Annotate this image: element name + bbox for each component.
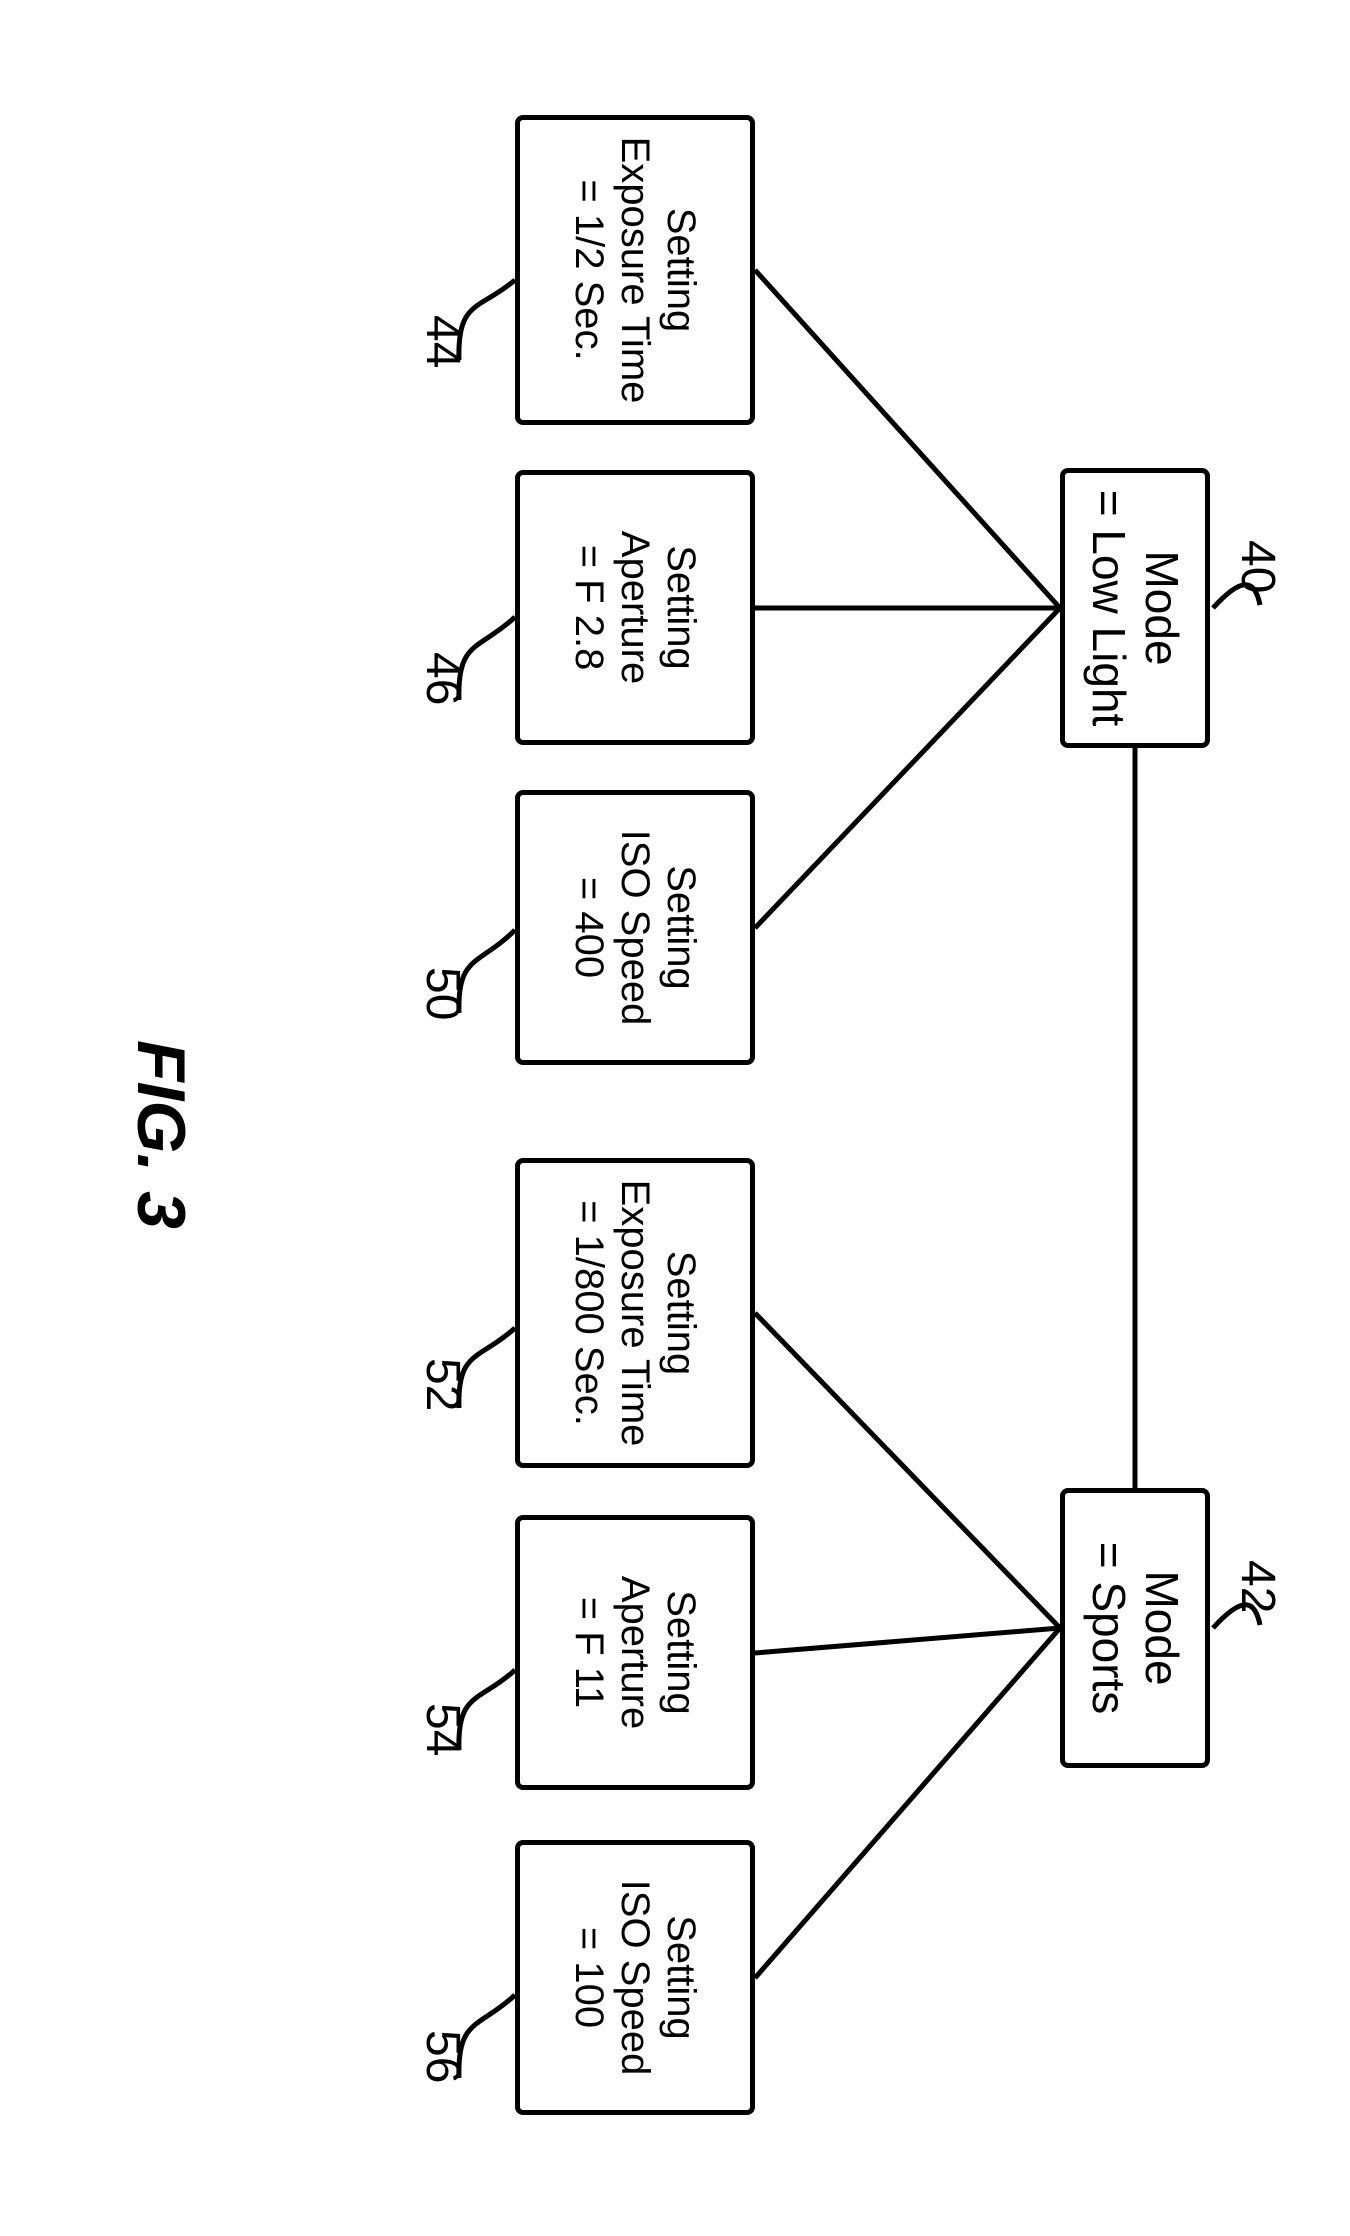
ref-number: 40 bbox=[1230, 540, 1285, 593]
setting-label-line3: = 400 bbox=[566, 877, 612, 978]
figure-label: FIG. 3 bbox=[122, 1040, 200, 1229]
edge-line bbox=[755, 1628, 1060, 1978]
ref-number: 44 bbox=[415, 315, 470, 368]
setting-label-line3: = 1/2 Sec. bbox=[566, 179, 612, 360]
ref-number: 52 bbox=[415, 1358, 470, 1411]
ref-number: 42 bbox=[1230, 1560, 1285, 1613]
setting-label-line2: ISO Speed bbox=[612, 830, 658, 1026]
mode-sports: Mode= Sports bbox=[1060, 1488, 1210, 1768]
setting-label-line1: Setting bbox=[658, 1590, 704, 1715]
ref-number: 56 bbox=[415, 2030, 470, 2083]
edge-line bbox=[755, 270, 1060, 608]
setting-label-line3: = F 11 bbox=[566, 1597, 612, 1709]
setting-node-54: SettingAperture= F 11 bbox=[515, 1515, 755, 1790]
mode-label-line2: = Sports bbox=[1082, 1542, 1135, 1715]
ref-number: 50 bbox=[415, 967, 470, 1020]
setting-label-line2: Aperture bbox=[612, 1576, 658, 1729]
edge-line bbox=[755, 608, 1060, 928]
setting-node-50: SettingISO Speed= 400 bbox=[515, 790, 755, 1065]
setting-node-46: SettingAperture= F 2.8 bbox=[515, 470, 755, 745]
setting-node-56: SettingISO Speed= 100 bbox=[515, 1840, 755, 2115]
setting-label-line2: Exposure Time bbox=[612, 1180, 658, 1447]
setting-node-52: SettingExposure Time= 1/800 Sec. bbox=[515, 1158, 755, 1468]
diagram-canvas: Mode= Low Light40Mode= Sports42SettingEx… bbox=[0, 0, 1350, 2236]
edge-line bbox=[755, 1313, 1060, 1628]
setting-label-line2: Exposure Time bbox=[612, 137, 658, 404]
ref-number: 54 bbox=[415, 1703, 470, 1756]
setting-label-line2: Aperture bbox=[612, 531, 658, 684]
setting-label-line3: = 1/800 Sec. bbox=[566, 1200, 612, 1426]
mode-label-line1: Mode bbox=[1135, 550, 1188, 665]
setting-label-line1: Setting bbox=[658, 208, 704, 333]
ref-number: 46 bbox=[415, 652, 470, 705]
setting-label-line1: Setting bbox=[658, 1915, 704, 2040]
mode-low-light: Mode= Low Light bbox=[1060, 468, 1210, 748]
setting-node-44: SettingExposure Time= 1/2 Sec. bbox=[515, 115, 755, 425]
setting-label-line3: = F 2.8 bbox=[566, 545, 612, 671]
setting-label-line3: = 100 bbox=[566, 1927, 612, 2028]
setting-label-line1: Setting bbox=[658, 545, 704, 670]
setting-label-line2: ISO Speed bbox=[612, 1880, 658, 2076]
setting-label-line1: Setting bbox=[658, 1251, 704, 1376]
edge-line bbox=[755, 1628, 1060, 1653]
setting-label-line1: Setting bbox=[658, 865, 704, 990]
mode-label-line1: Mode bbox=[1135, 1570, 1188, 1685]
mode-label-line2: = Low Light bbox=[1082, 490, 1135, 727]
